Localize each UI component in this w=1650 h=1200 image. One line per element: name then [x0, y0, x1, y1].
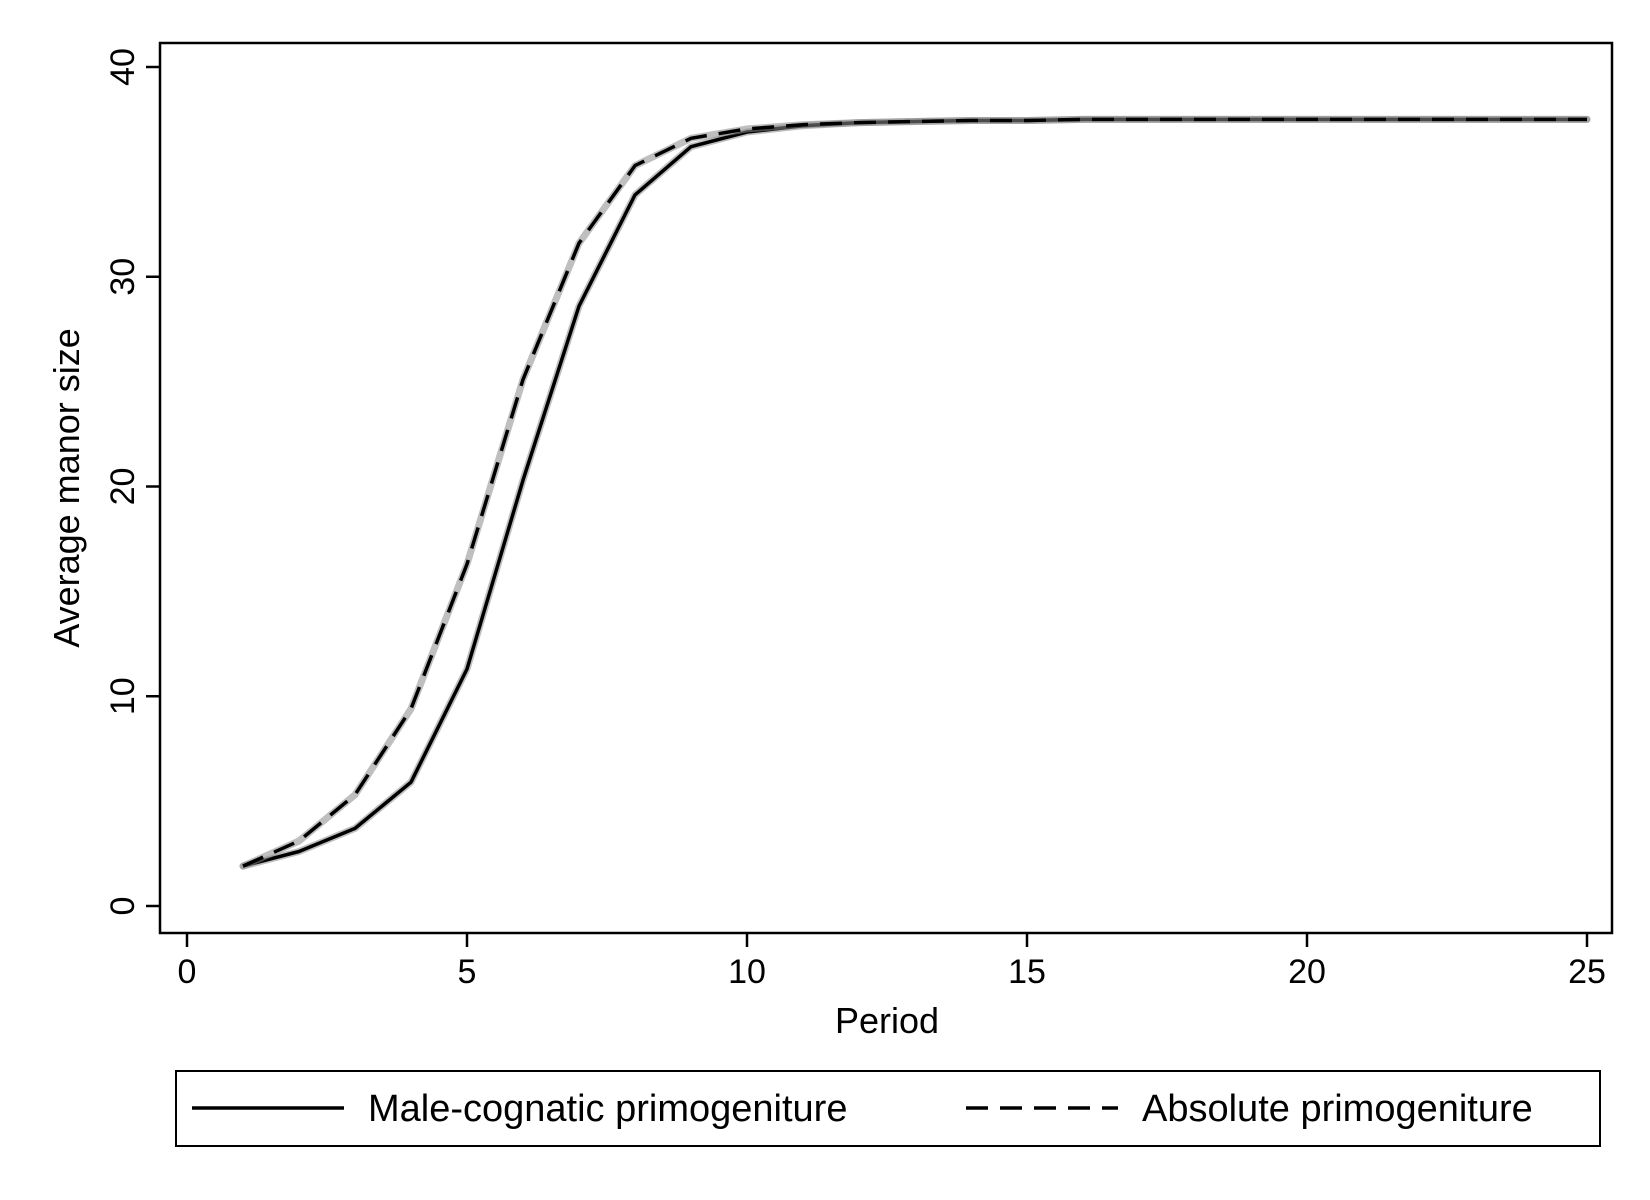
legend-label-absolute: Absolute primogeniture: [1142, 1088, 1533, 1130]
plot-frame: [158, 41, 1614, 935]
x-tick-label: 10: [728, 953, 766, 991]
y-tick-label: 40: [104, 48, 142, 86]
x-tick-label: 0: [178, 953, 197, 991]
x-tick-label: 15: [1008, 953, 1046, 991]
x-tick-label: 20: [1288, 953, 1326, 991]
legend: Male-cognatic primogeniture Absolute pri…: [175, 1070, 1601, 1147]
series-line-absolute: [242, 117, 1587, 868]
series-layer: [239, 115, 1591, 870]
x-axis-title: Period: [835, 1000, 939, 1041]
legend-label-male-cognatic: Male-cognatic primogeniture: [368, 1088, 847, 1130]
y-tick-label: 20: [104, 468, 142, 506]
y-tick-label: 0: [104, 897, 142, 916]
x-tick-label: 5: [458, 953, 477, 991]
x-axis: 0 5 10 15 20 25: [178, 933, 1606, 991]
y-axis-title: Average manor size: [46, 328, 87, 648]
y-tick-label: 30: [104, 258, 142, 296]
y-tick-label: 10: [104, 677, 142, 715]
x-tick-label: 25: [1568, 953, 1606, 991]
y-axis: 0 10 20 30 40: [104, 48, 160, 915]
legend-box: [175, 1070, 1601, 1147]
